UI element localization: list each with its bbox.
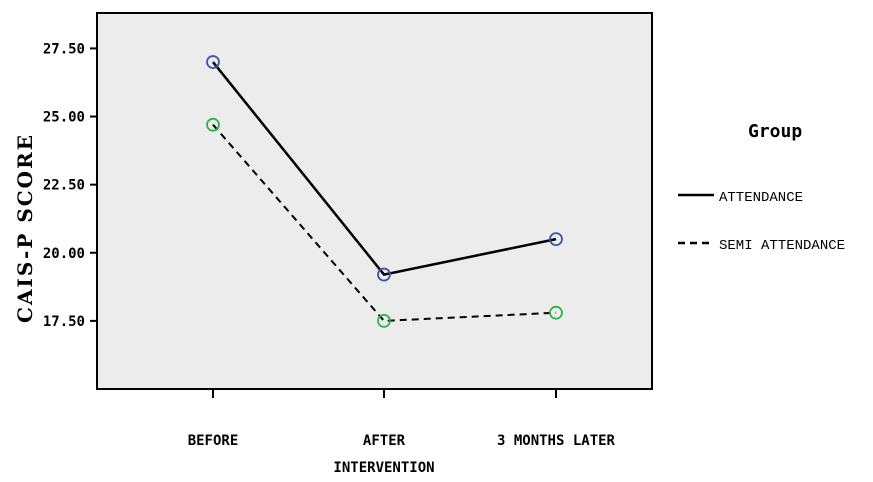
y-tick-label: 22.50 [43, 178, 85, 194]
data-point [206, 55, 220, 69]
data-point [206, 117, 220, 132]
x-axis: BEFORE AFTER INTERVENTION 3 MONTHS LATER [188, 389, 616, 476]
data-point [549, 305, 563, 320]
series-layer [206, 55, 563, 328]
legend-label: SEMI ATTENDANCE [719, 238, 845, 254]
data-point [549, 232, 563, 247]
y-tick-label: 27.50 [43, 41, 85, 57]
y-tick-label: 17.50 [43, 314, 85, 330]
legend-title: Group [748, 121, 802, 142]
series-line-semi-attendance [212, 124, 557, 322]
data-point [377, 267, 391, 282]
y-axis-label: CAIS-P SCORE [13, 133, 37, 323]
series-line-attendance [212, 61, 557, 276]
y-tick-label: 25.00 [43, 110, 85, 126]
data-point [377, 313, 391, 328]
plot-area [96, 12, 653, 390]
legend-label: ATTENDANCE [719, 190, 803, 206]
x-tick-label: 3 MONTHS LATER [497, 433, 616, 449]
y-tick-label: 20.00 [43, 246, 85, 262]
y-axis: 27.50 25.00 22.50 20.00 17.50 [43, 41, 97, 330]
legend: Group ATTENDANCE SEMI ATTENDANCE [678, 121, 845, 254]
x-tick-label: AFTER INTERVENTION [333, 433, 434, 476]
x-tick-label: BEFORE [188, 433, 239, 449]
